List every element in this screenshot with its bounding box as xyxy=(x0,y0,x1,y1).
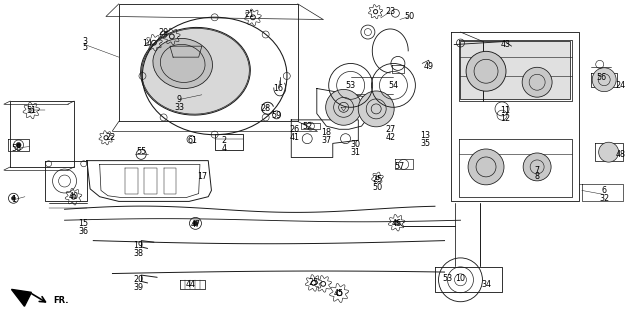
Text: 17: 17 xyxy=(196,172,207,181)
Text: 51: 51 xyxy=(26,106,36,115)
Text: 2: 2 xyxy=(221,136,227,145)
Text: 34: 34 xyxy=(481,280,491,289)
Text: 61: 61 xyxy=(188,136,197,145)
Text: 29: 29 xyxy=(159,27,169,37)
Text: 30: 30 xyxy=(350,140,360,149)
Text: 24: 24 xyxy=(615,81,625,90)
Text: 10: 10 xyxy=(456,274,465,283)
Text: 38: 38 xyxy=(133,249,143,258)
FancyBboxPatch shape xyxy=(461,42,570,100)
Text: 49: 49 xyxy=(424,62,434,71)
Text: 1: 1 xyxy=(11,195,16,204)
Text: 50: 50 xyxy=(372,183,383,192)
Circle shape xyxy=(326,89,362,125)
Text: 25: 25 xyxy=(372,175,383,184)
Text: 44: 44 xyxy=(186,280,196,289)
Ellipse shape xyxy=(141,27,250,115)
Text: 35: 35 xyxy=(420,139,431,148)
Text: 6: 6 xyxy=(602,186,607,195)
Text: 37: 37 xyxy=(321,136,332,145)
Text: 28: 28 xyxy=(260,104,271,113)
Text: 55: 55 xyxy=(136,147,147,156)
Circle shape xyxy=(592,68,616,92)
Text: 7: 7 xyxy=(534,166,540,175)
Text: 25: 25 xyxy=(308,278,319,288)
Text: 12: 12 xyxy=(500,114,510,123)
Circle shape xyxy=(466,51,506,91)
Text: 31: 31 xyxy=(350,148,360,157)
Text: 21: 21 xyxy=(244,10,255,19)
Text: 9: 9 xyxy=(177,95,182,104)
Text: 54: 54 xyxy=(388,81,399,90)
Text: 8: 8 xyxy=(534,172,540,181)
Text: 5: 5 xyxy=(83,43,88,52)
Text: 58: 58 xyxy=(12,144,22,152)
Text: 23: 23 xyxy=(385,7,396,16)
Ellipse shape xyxy=(153,38,212,89)
Text: 33: 33 xyxy=(175,103,184,112)
Text: 52: 52 xyxy=(302,122,312,131)
Text: 13: 13 xyxy=(420,131,430,140)
Text: 48: 48 xyxy=(615,150,625,159)
Polygon shape xyxy=(12,289,31,306)
Text: 16: 16 xyxy=(273,84,284,93)
Text: 11: 11 xyxy=(500,106,510,115)
Text: 53: 53 xyxy=(443,274,452,283)
Text: 40: 40 xyxy=(68,192,79,201)
Text: 43: 43 xyxy=(500,40,510,49)
Circle shape xyxy=(16,142,21,147)
Text: 45: 45 xyxy=(334,289,344,298)
Text: 59: 59 xyxy=(271,111,282,120)
Text: 3: 3 xyxy=(83,37,88,46)
Text: 19: 19 xyxy=(133,241,143,250)
Text: 20: 20 xyxy=(133,275,143,284)
Text: 26: 26 xyxy=(289,125,300,134)
Circle shape xyxy=(193,221,198,226)
Text: 32: 32 xyxy=(599,194,609,203)
Text: 41: 41 xyxy=(289,133,300,142)
Text: 47: 47 xyxy=(191,220,200,229)
Circle shape xyxy=(358,91,394,127)
Circle shape xyxy=(523,153,551,181)
Text: 56: 56 xyxy=(596,73,606,82)
Text: 22: 22 xyxy=(106,133,116,142)
Circle shape xyxy=(12,196,15,200)
Text: 4: 4 xyxy=(221,144,227,152)
Text: 15: 15 xyxy=(79,219,89,228)
Text: 36: 36 xyxy=(79,227,89,236)
Text: 53: 53 xyxy=(346,81,356,90)
Text: 57: 57 xyxy=(395,163,405,171)
Text: 14: 14 xyxy=(143,38,152,48)
Circle shape xyxy=(468,149,504,185)
Text: 18: 18 xyxy=(321,128,332,137)
Text: 42: 42 xyxy=(385,133,396,142)
Circle shape xyxy=(598,142,619,162)
Text: FR.: FR. xyxy=(53,296,69,305)
Text: 27: 27 xyxy=(385,125,396,134)
Text: 39: 39 xyxy=(133,283,143,292)
Text: 46: 46 xyxy=(392,219,402,228)
Circle shape xyxy=(522,67,552,97)
Text: 50: 50 xyxy=(404,12,415,21)
